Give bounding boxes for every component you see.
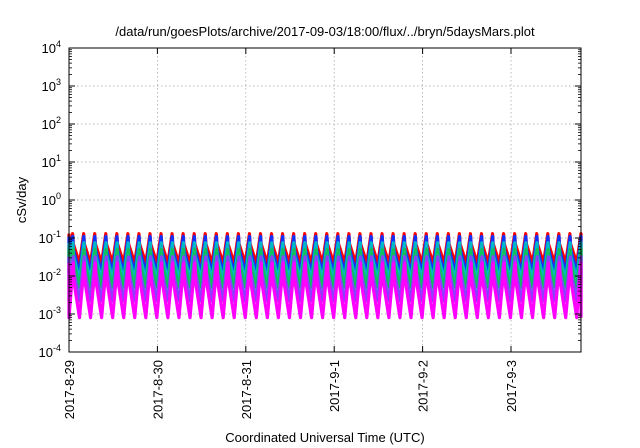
y-tick-label: 101	[42, 153, 61, 170]
chart-title: /data/run/goesPlots/archive/2017-09-03/1…	[115, 24, 535, 39]
x-tick-label: 2017-9-3	[504, 360, 519, 412]
y-tick-label: 10-2	[39, 267, 61, 284]
x-tick-label: 2017-9-2	[416, 360, 431, 412]
axis-ticks: 10-4 10-3 10-2 10-1 100 101 102 103 104 2017-8-29…	[39, 39, 581, 419]
x-tick-label: 2017-8-30	[150, 360, 165, 419]
x-axis-label: Coordinated Universal Time (UTC)	[225, 430, 424, 445]
x-tick-label: 2017-8-31	[239, 360, 254, 419]
y-tick-label: 10-4	[39, 343, 61, 360]
data-series	[67, 232, 583, 320]
y-tick-label: 103	[42, 77, 61, 94]
y-tick-label: 10-3	[39, 305, 61, 322]
series-line	[67, 232, 583, 265]
y-tick-label: 104	[42, 39, 61, 56]
series-line	[67, 261, 583, 320]
y-axis-label: cSv/day	[14, 176, 29, 223]
x-tick-label: 2017-9-1	[327, 360, 342, 412]
y-tick-label: 102	[42, 115, 61, 132]
y-tick-label: 100	[42, 191, 61, 208]
y-tick-label: 10-1	[39, 229, 61, 246]
x-tick-label: 2017-8-29	[62, 360, 77, 419]
